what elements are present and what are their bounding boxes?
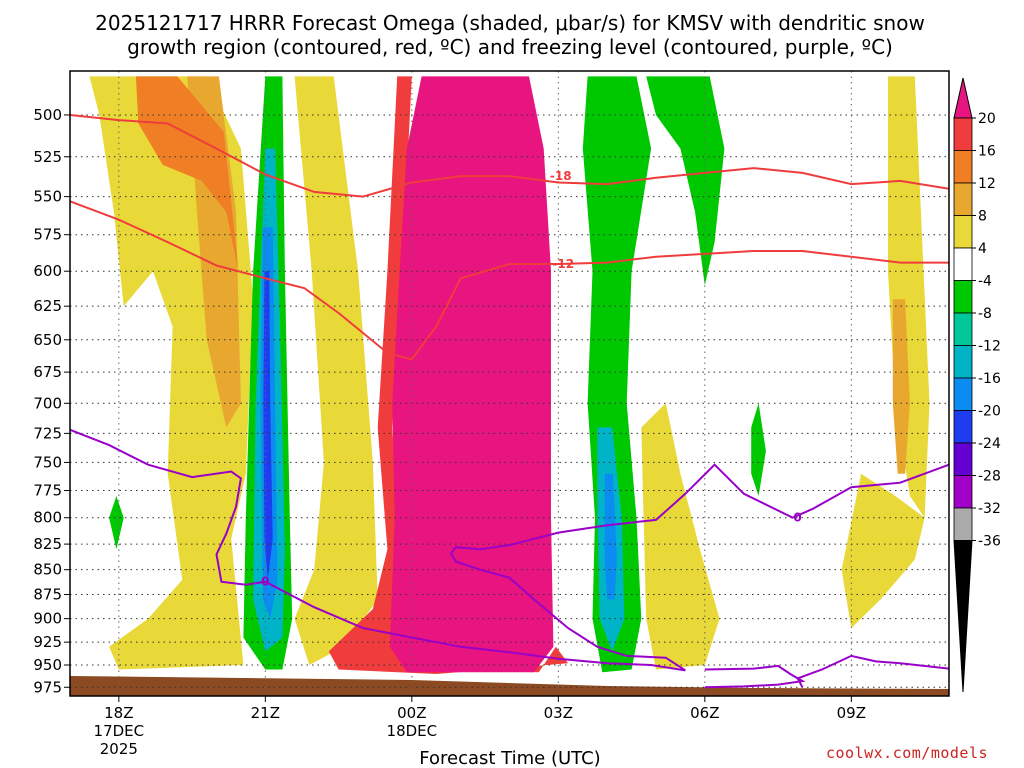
colorbar-label-4: 4: [978, 241, 987, 257]
ground-fill: [70, 676, 949, 696]
y-tick-label-950: 950: [33, 656, 62, 674]
dendritic-contour-2: [70, 200, 949, 361]
colorbar-swatch-5: [953, 247, 973, 281]
x-tick-date-00Z: 18DEC: [387, 722, 438, 740]
colorbar-label-2: 12: [978, 176, 996, 192]
omega-region-21Z-dark-blue: [263, 271, 273, 580]
x-tick-label-09Z: 09Z: [837, 704, 866, 722]
contour-label-1: -18: [550, 169, 572, 183]
omega-region-03Z-blue: [604, 473, 617, 600]
colorbar-label-1: 16: [978, 144, 996, 160]
x-axis-label: Forecast Time (UTC): [419, 748, 600, 768]
omega-region-east-tan-sliver: [892, 299, 910, 474]
x-tick-label-06Z: 06Z: [690, 704, 719, 722]
colorbar-label-0: 20: [978, 111, 996, 127]
y-tick-label-575: 575: [33, 226, 62, 244]
colorbar-label-13: -36: [978, 534, 1001, 550]
omega-region-green-speck-18Z: [109, 496, 124, 550]
x-tick-label-21Z: 21Z: [251, 704, 280, 722]
omega-region-green-speck-08Z: [751, 403, 766, 496]
contour-label-4: 0: [793, 511, 801, 525]
colorbar-swatch-3: [953, 182, 973, 216]
y-tick-label-925: 925: [33, 633, 62, 651]
y-tick-label-800: 800: [33, 509, 62, 527]
omega-region-east-yellow-lower: [841, 473, 925, 629]
omega-shading: [89, 76, 930, 674]
plot-frame: [69, 70, 950, 697]
y-tick-label-625: 625: [33, 297, 62, 315]
y-tick-label-850: 850: [33, 561, 62, 579]
omega-region-red-rim-lower: [328, 76, 569, 674]
omega-region-east-yellow-tall: [888, 76, 930, 518]
colorbar-label-10: -24: [978, 436, 1001, 452]
freezing-contour-1: [70, 428, 949, 672]
y-tick-label-525: 525: [33, 148, 62, 166]
colorbar-label-9: -20: [978, 404, 1001, 420]
omega-region-strong-rising-column: [389, 76, 554, 673]
y-axis: 500 525 550 575 600 625 650 675 700 725 750 775 800 8…: [33, 106, 70, 696]
y-tick-label-900: 900: [33, 610, 62, 628]
y-tick-label-750: 750: [33, 453, 62, 471]
credit-link[interactable]: coolwx.com/models: [826, 744, 989, 762]
contour-lines: -18 -12 0 0: [70, 114, 949, 689]
grid-lines: [70, 71, 949, 696]
x-tick-label-18Z: 18Z: [104, 704, 133, 722]
y-tick-label-550: 550: [33, 188, 62, 206]
y-tick-label-775: 775: [33, 482, 62, 500]
colorbar-swatch-6: [953, 280, 973, 314]
freezing-contour-3: [796, 654, 949, 688]
chart-title-line-1: 2025121717 HRRR Forecast Omega (shaded, …: [95, 11, 925, 35]
colorbar-swatch-1: [953, 117, 973, 151]
y-tick-label-875: 875: [33, 586, 62, 604]
colorbar-swatch-9: [953, 377, 973, 411]
colorbar-bottom-arrow: [953, 540, 973, 693]
colorbar-swatch-13: [953, 507, 973, 541]
y-tick-label-650: 650: [33, 331, 62, 349]
dendritic-contour-1: [70, 114, 949, 198]
colorbar-label-12: -32: [978, 501, 1001, 517]
colorbar-swatch-10: [953, 410, 973, 444]
y-tick-label-975: 975: [33, 678, 62, 696]
x-tick-label-00Z: 00Z: [397, 704, 426, 722]
freezing-contour-2: [704, 664, 806, 689]
y-tick-label-500: 500: [33, 106, 62, 124]
colorbar-label-3: 8: [978, 209, 987, 225]
colorbar-label-6: -8: [978, 306, 992, 322]
colorbar-top-arrow: [953, 77, 973, 119]
y-tick-label-725: 725: [33, 424, 62, 442]
colorbar-label-5: -4: [978, 274, 992, 290]
omega-region-west-orange-band: [135, 76, 239, 272]
colorbar-label-8: -16: [978, 371, 1001, 387]
colorbar: 20 16 12 8 4 -4 -8 -12 -16 -20 -24 -28 -32 -36: [953, 77, 1001, 693]
y-tick-label-675: 675: [33, 363, 62, 381]
colorbar-swatch-7: [953, 312, 973, 346]
chart-title-line-2: growth region (contoured, red, ºC) and f…: [127, 35, 893, 59]
omega-region-upper-green-lobe-06Z: [646, 76, 725, 286]
colorbar-swatch-8: [953, 345, 973, 379]
contour-label-3: 0: [261, 575, 269, 589]
y-tick-label-600: 600: [33, 262, 62, 280]
x-tick-year-18Z: 2025: [100, 740, 138, 758]
colorbar-label-7: -12: [978, 339, 1001, 355]
colorbar-label-11: -28: [978, 469, 1001, 485]
y-tick-label-700: 700: [33, 394, 62, 412]
colorbar-swatch-12: [953, 475, 973, 509]
x-tick-label-03Z: 03Z: [544, 704, 573, 722]
colorbar-swatch-11: [953, 442, 973, 476]
colorbar-swatch-4: [953, 215, 973, 249]
x-tick-date-18Z: 17DEC: [94, 722, 145, 740]
colorbar-swatch-2: [953, 150, 973, 184]
terrain-ground: [70, 676, 949, 696]
contour-label-2: -12: [552, 257, 574, 271]
omega-region-yellow-right-of-03Z: [641, 403, 720, 670]
omega-region-yellow-left-of-column: [294, 76, 378, 665]
y-tick-label-825: 825: [33, 535, 62, 553]
